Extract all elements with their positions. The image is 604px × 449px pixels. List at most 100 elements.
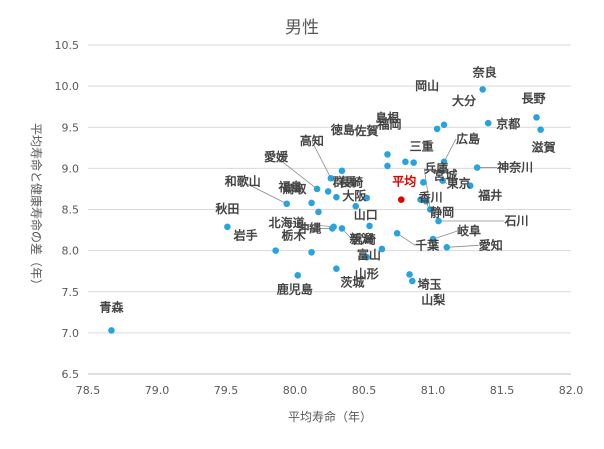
point-label: 香川 bbox=[418, 190, 443, 205]
leader-line bbox=[242, 181, 287, 205]
data-point bbox=[283, 200, 291, 208]
point-label: 栃木 bbox=[282, 227, 307, 242]
point-label: 山口 bbox=[354, 207, 378, 222]
y-tick-label: 6.5 bbox=[62, 368, 80, 381]
data-point bbox=[384, 162, 391, 170]
leader-line bbox=[423, 168, 431, 210]
point-label: 鹿児島 bbox=[277, 281, 313, 296]
point-label: 山梨 bbox=[421, 292, 445, 307]
point-label: 岐阜 bbox=[457, 223, 481, 238]
point-label: 奈良 bbox=[472, 64, 497, 79]
point-label: 京都 bbox=[496, 116, 520, 131]
point-label: 長野 bbox=[521, 90, 545, 105]
y-axis-label: 平均寿命と健康寿命の差（年） bbox=[29, 123, 44, 291]
point-label: 静岡 bbox=[430, 204, 454, 219]
data-point bbox=[409, 277, 416, 285]
data-point bbox=[479, 86, 486, 93]
data-point bbox=[537, 126, 544, 134]
point-label: 北海道 bbox=[269, 215, 305, 230]
data-point bbox=[363, 194, 371, 202]
point-label: 群馬 bbox=[332, 174, 357, 189]
point-label: 岩手 bbox=[233, 228, 258, 243]
point-label: 千葉 bbox=[415, 237, 440, 252]
leader-line bbox=[432, 230, 458, 240]
data-point bbox=[410, 159, 417, 166]
point-label: 滋賀 bbox=[532, 140, 556, 155]
point-label: 岡山 bbox=[415, 78, 439, 93]
data-point bbox=[439, 177, 446, 185]
y-tick-label: 9.5 bbox=[62, 121, 80, 134]
data-point bbox=[313, 185, 321, 193]
point-label: 徳島 bbox=[330, 122, 355, 137]
data-point bbox=[366, 222, 373, 230]
point-label: 富山 bbox=[357, 247, 381, 262]
point-label: 愛媛 bbox=[264, 149, 289, 164]
point-label: 高知 bbox=[300, 133, 324, 148]
data-point bbox=[308, 248, 315, 256]
leader-line bbox=[396, 233, 416, 246]
y-tick-label: 10.0 bbox=[55, 80, 80, 93]
point-label: 和歌山 bbox=[224, 174, 261, 189]
point-label: 長崎 bbox=[339, 174, 363, 189]
y-tick-label: 10.5 bbox=[55, 39, 80, 52]
data-point bbox=[333, 193, 340, 201]
x-tick-label: 79.0 bbox=[145, 384, 170, 397]
average-point bbox=[397, 196, 405, 203]
point-label: 宮崎 bbox=[352, 231, 376, 246]
x-tick-label: 81.5 bbox=[490, 384, 515, 397]
data-point bbox=[426, 206, 434, 213]
point-label: 新潟 bbox=[350, 231, 374, 246]
x-tick-label: 82.0 bbox=[559, 384, 584, 397]
point-label: 青森 bbox=[99, 299, 124, 314]
leader-line bbox=[275, 156, 318, 190]
point-label: 大分 bbox=[452, 93, 476, 108]
data-point bbox=[440, 158, 448, 166]
point-label: 沖縄 bbox=[297, 220, 321, 235]
y-tick-label: 7.5 bbox=[62, 286, 80, 299]
x-tick-label: 78.5 bbox=[76, 384, 101, 397]
x-tick-label: 80.5 bbox=[352, 384, 377, 397]
y-tick-labels: 6.5 7.0 7.5 8.0 8.5 9.0 9.5 10.0 10.5 bbox=[55, 39, 80, 381]
y-tick-label: 9.0 bbox=[62, 162, 80, 175]
data-point bbox=[308, 199, 315, 207]
average-label: 平均 bbox=[392, 174, 416, 189]
x-tick-labels: 78.5 79.0 79.5 80.0 80.5 81.0 81.5 82.0 bbox=[76, 384, 584, 397]
data-point bbox=[422, 197, 430, 205]
data-point bbox=[417, 196, 424, 203]
data-point bbox=[363, 253, 371, 261]
data-point bbox=[420, 179, 427, 186]
data-point bbox=[433, 125, 441, 133]
leader-line bbox=[443, 138, 457, 162]
data-point bbox=[484, 119, 492, 127]
point-label: 茨城 bbox=[340, 275, 364, 290]
gridlines bbox=[88, 44, 571, 375]
leader-lines bbox=[242, 138, 505, 248]
data-point bbox=[435, 217, 442, 225]
leader-line bbox=[311, 141, 332, 179]
y-tick-label: 8.0 bbox=[62, 245, 80, 258]
point-label: 石川 bbox=[504, 214, 529, 228]
point-label: 福井 bbox=[477, 188, 502, 203]
data-point bbox=[402, 158, 409, 166]
leader-line bbox=[286, 222, 334, 228]
data-point bbox=[393, 230, 401, 237]
y-tick-label: 7.0 bbox=[62, 327, 80, 340]
data-point bbox=[384, 151, 391, 158]
data-point bbox=[466, 182, 474, 189]
point-label: 秋田 bbox=[215, 201, 239, 216]
chart-title: 男性 bbox=[285, 18, 319, 38]
data-point bbox=[429, 235, 437, 243]
point-label: 鳥取 bbox=[282, 181, 306, 196]
point-label: 大阪 bbox=[342, 188, 367, 203]
point-label: 福島 bbox=[278, 179, 303, 194]
data-point bbox=[294, 272, 302, 279]
x-tick-label: 81.0 bbox=[421, 384, 446, 397]
point-label: 埼玉 bbox=[418, 276, 442, 291]
x-tick-label: 79.5 bbox=[214, 384, 239, 397]
point-label: 神奈川 bbox=[497, 160, 533, 175]
point-label: 東京 bbox=[447, 176, 471, 191]
point-label: 福岡 bbox=[376, 116, 401, 131]
x-tick-label: 80.0 bbox=[283, 384, 308, 397]
